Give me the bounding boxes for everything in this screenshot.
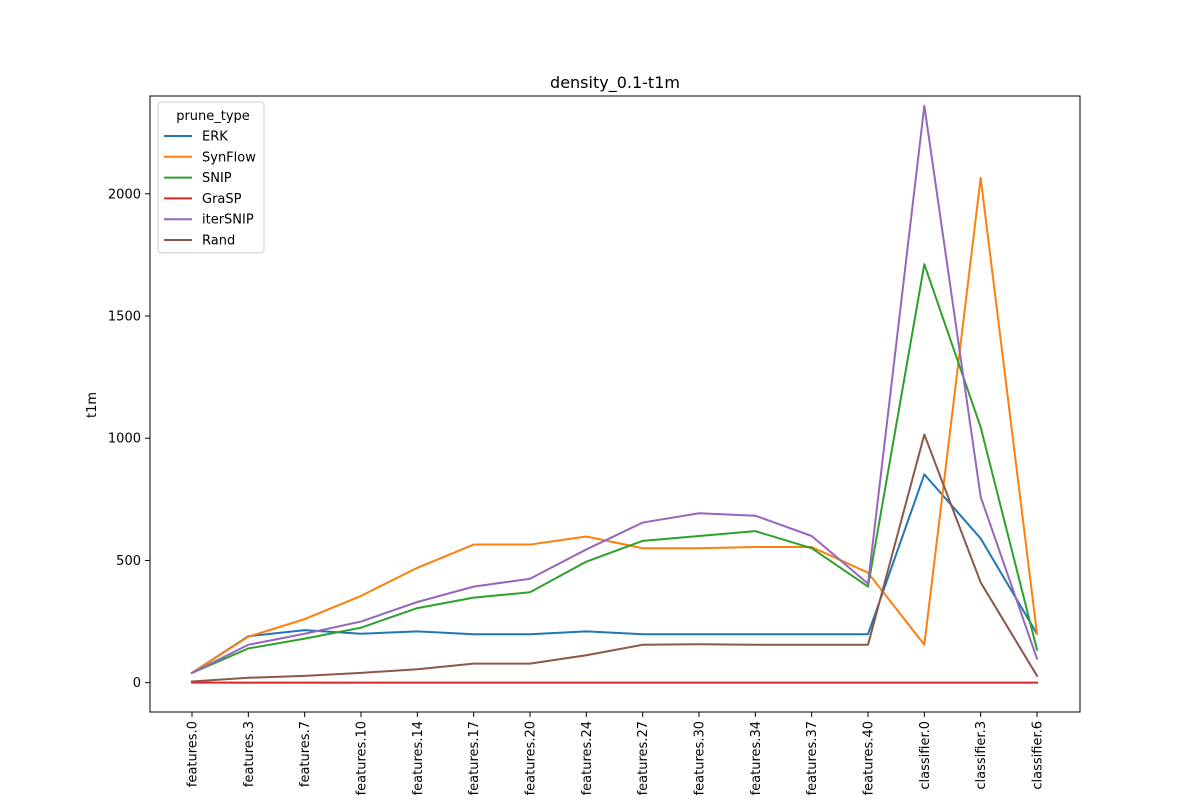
x-tick-label: features.10: [355, 721, 370, 795]
x-tick-label: classifier.3: [974, 721, 989, 790]
y-axis-label: t1m: [85, 392, 100, 418]
plot-frame: [149, 95, 1081, 713]
y-tick-label: 1500: [108, 310, 141, 325]
x-tick-label: features.17: [467, 721, 482, 795]
plot-area: 0 500 1000 1500 2000 features.0 features.3 feat…: [108, 95, 1081, 795]
chart-title: density_0.1-t1m: [550, 73, 680, 93]
x-tick-label: features.30: [693, 721, 708, 795]
x-tick-label: features.20: [524, 721, 539, 795]
y-tick-label: 2000: [108, 187, 141, 202]
series-line-itersnip: [190, 104, 1039, 675]
x-tick-label: features.27: [636, 721, 651, 795]
series-line-erk: [190, 473, 1039, 675]
series-line-synflow: [190, 176, 1039, 675]
legend: prune_type ERK SynFlow SNIP GraSP iterSNIP Ran…: [157, 101, 265, 254]
legend-label-erk: ERK: [202, 130, 228, 145]
y-tick-label: 1000: [108, 432, 141, 447]
x-tick-label: classifier.6: [1031, 721, 1046, 790]
legend-label-grasp: GraSP: [202, 192, 242, 207]
x-tick-label: features.0: [186, 721, 201, 787]
legend-label-snip: SNIP: [202, 171, 232, 186]
x-tick-label: classifier.0: [918, 721, 933, 790]
x-tick-label: features.7: [298, 721, 313, 787]
x-tick-label: features.24: [580, 721, 595, 795]
x-tick-label: features.37: [805, 721, 820, 795]
legend-label-synflow: SynFlow: [202, 150, 256, 165]
legend-label-rand: Rand: [202, 234, 235, 249]
x-tick-label: features.40: [862, 721, 877, 795]
x-tick-label: features.14: [411, 721, 426, 795]
x-tick-label: features.34: [749, 721, 764, 795]
series-line-snip: [190, 263, 1039, 675]
x-tick-label: features.3: [242, 721, 257, 787]
legend-box: [157, 101, 265, 254]
series-line-rand: [190, 433, 1039, 683]
y-tick-label: 0: [133, 676, 141, 691]
legend-label-itersnip: iterSNIP: [202, 213, 254, 228]
y-tick-label: 500: [116, 554, 141, 569]
legend-title: prune_type: [176, 109, 250, 124]
